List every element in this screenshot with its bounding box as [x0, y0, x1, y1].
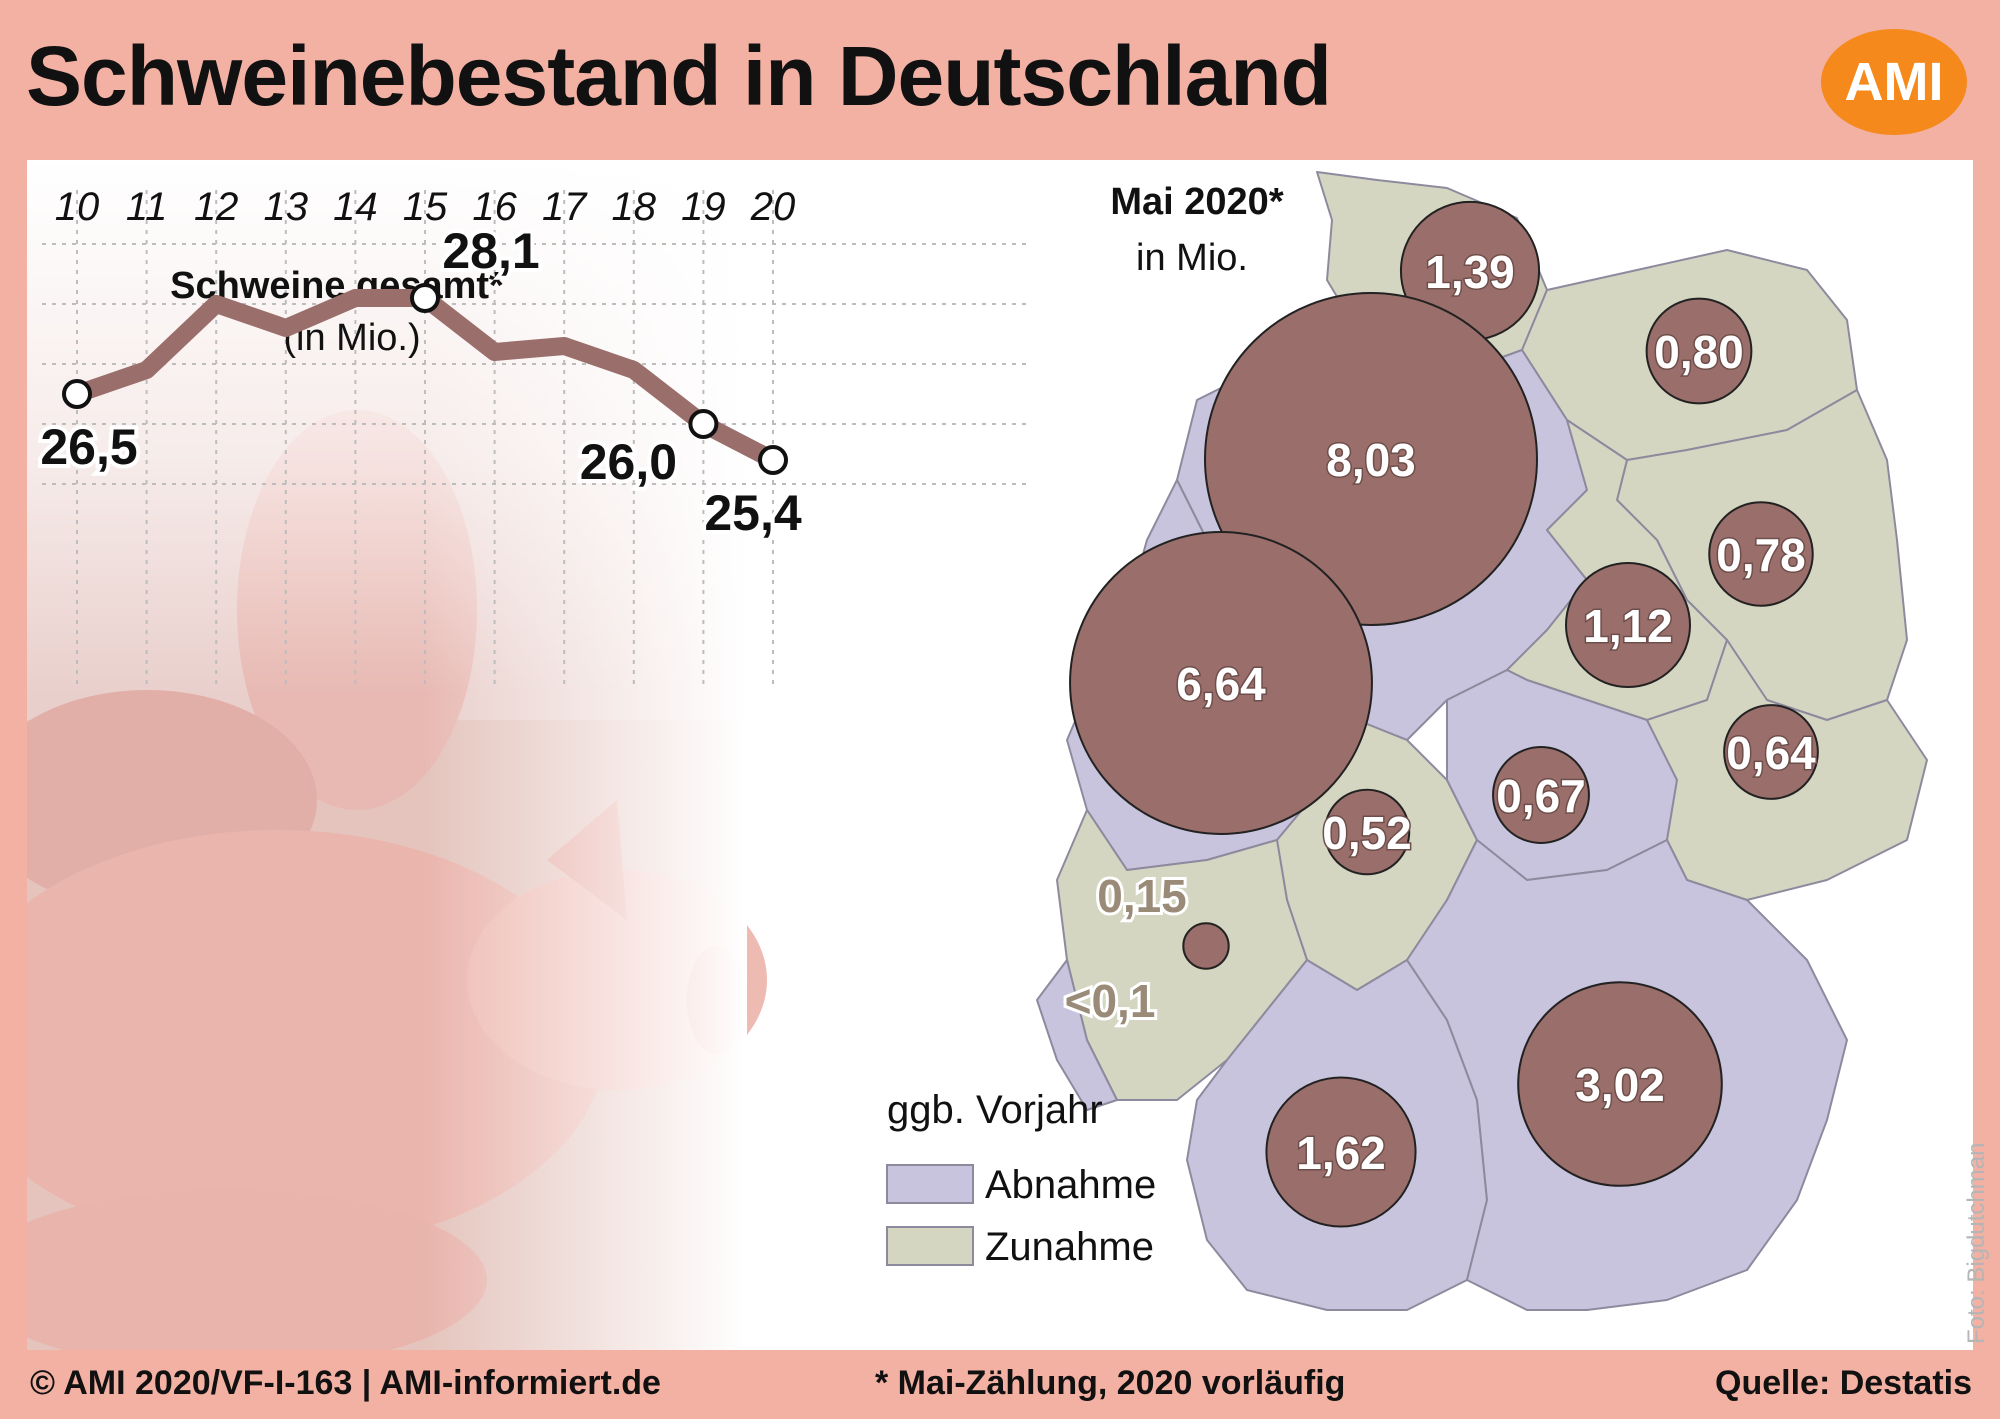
x-axis-ticks: 10 11 12 13 14 15 16 17 18 19 20 [55, 185, 796, 229]
bubble-nordrhein-westfalen [1069, 531, 1373, 835]
data-label: 26,0 [580, 434, 677, 490]
bubble-baden-wuerttemberg [1265, 1076, 1417, 1228]
x-tick-label: 15 [403, 185, 448, 229]
footer-note: * Mai-Zählung, 2020 vorläufig [875, 1364, 1346, 1402]
bubble-hessen [1323, 788, 1411, 876]
bubble-label-bayern: 3,02 [1575, 1059, 1665, 1111]
map-title: Mai 2020* [1110, 181, 1283, 223]
x-tick-label: 14 [333, 185, 378, 229]
x-tick-label: 12 [194, 185, 239, 229]
map-subtitle: in Mio. [1136, 237, 1248, 279]
chart-grid [42, 190, 1027, 690]
bubble-label-sachsen-anhalt: 1,12 [1583, 600, 1673, 652]
data-point [410, 283, 440, 313]
map-legend: ggb. Vorjahr Abnahme Zunahme [886, 1088, 1156, 1269]
bubble-label-hessen: 0,52 [1322, 807, 1412, 859]
bubble-label-niedersachsen: 8,03 [1326, 434, 1416, 486]
footer-copyright: © AMI 2020/VF-I-163 | AMI-informiert.de [30, 1364, 661, 1402]
bubble-label-saarland: <0,1 [1065, 975, 1156, 1027]
page-title: Schweinebestand in Deutschland [26, 29, 1332, 123]
data-point [688, 409, 719, 439]
x-tick-label: 11 [126, 185, 168, 229]
bubble-label-brandenburg: 0,78 [1716, 529, 1806, 581]
value-bubbles: 1,39 0,80 8,03 6,64 0,78 1,12 0,64 0,67 0,52 0,15… [1062, 200, 1819, 1228]
bubble-layer: 1,39 0,80 8,03 6,64 0,78 1,12 0,64 0,67 0,52 0,15… [886, 181, 1819, 1269]
bubble-label-mecklenburg-vorpommern: 0,80 [1654, 326, 1744, 378]
ami-logo: AMI [1821, 29, 1967, 135]
bubble-mecklenburg-vorpommern [1645, 297, 1753, 405]
bubble-niedersachsen [1204, 292, 1538, 626]
x-tick-label: 19 [681, 185, 726, 229]
x-tick-label: 18 [612, 185, 657, 229]
x-tick-label: 16 [472, 185, 517, 229]
legend-title: ggb. Vorjahr [887, 1088, 1103, 1132]
bubble-label-baden-wuerttemberg: 1,62 [1296, 1127, 1386, 1179]
legend-label-zunahme: Zunahme [985, 1225, 1154, 1269]
x-tick-label: 10 [55, 185, 100, 229]
data-label: 26,5 [40, 419, 137, 475]
x-tick-label: 13 [264, 185, 309, 229]
bubble-thueringen [1492, 746, 1590, 844]
data-point [62, 379, 92, 409]
x-tick-label: 17 [542, 185, 588, 229]
bubble-label-schleswig-holstein: 1,39 [1425, 246, 1515, 298]
line-chart: 10 11 12 13 14 15 16 17 18 19 20 Schweine gesamt* … [36, 185, 1027, 690]
bubble-sachsen [1723, 704, 1819, 800]
series-points [62, 283, 788, 475]
x-tick-label: 20 [750, 185, 796, 229]
legend-swatch-zunahme [886, 1226, 974, 1266]
legend-label-abnahme: Abnahme [985, 1163, 1156, 1207]
bubble-rheinland-pfalz [1182, 922, 1230, 970]
photo-credit: Foto: Bigdutchman [1963, 1142, 1990, 1344]
legend-swatch-abnahme [886, 1164, 974, 1204]
bubble-brandenburg [1708, 501, 1814, 607]
data-point [758, 445, 788, 475]
bubble-label-thueringen: 0,67 [1496, 770, 1586, 822]
bubble-label-rheinland-pfalz: 0,15 [1097, 870, 1187, 922]
data-labels: 26,5 28,1 26,0 25,4 [36, 219, 806, 545]
bubble-label-sachsen: 0,64 [1726, 727, 1816, 779]
data-label: 25,4 [704, 485, 802, 541]
bubble-bayern [1517, 981, 1723, 1187]
bubble-label-nordrhein-westfalen: 6,64 [1176, 658, 1266, 710]
chart-panel: 10 11 12 13 14 15 16 17 18 19 20 Schweine gesamt* … [27, 160, 1973, 1350]
bubble-sachsen-anhalt [1565, 562, 1691, 688]
data-label: 28,1 [442, 223, 539, 279]
footer-source: Quelle: Destatis [1715, 1364, 1972, 1402]
